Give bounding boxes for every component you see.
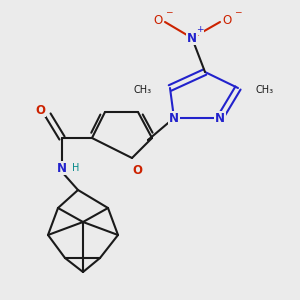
Text: N: N — [187, 32, 197, 44]
Text: CH₃: CH₃ — [256, 85, 274, 95]
Text: −: − — [234, 8, 242, 16]
Text: N: N — [57, 161, 67, 175]
Text: N: N — [215, 112, 225, 124]
Text: O: O — [153, 14, 163, 26]
Text: −: − — [165, 8, 173, 16]
Text: O: O — [222, 14, 232, 26]
Text: N: N — [169, 112, 179, 124]
Text: O: O — [35, 103, 45, 116]
Text: H: H — [72, 163, 80, 173]
Text: +: + — [196, 26, 204, 34]
Text: CH₃: CH₃ — [134, 85, 152, 95]
Text: O: O — [132, 164, 142, 176]
